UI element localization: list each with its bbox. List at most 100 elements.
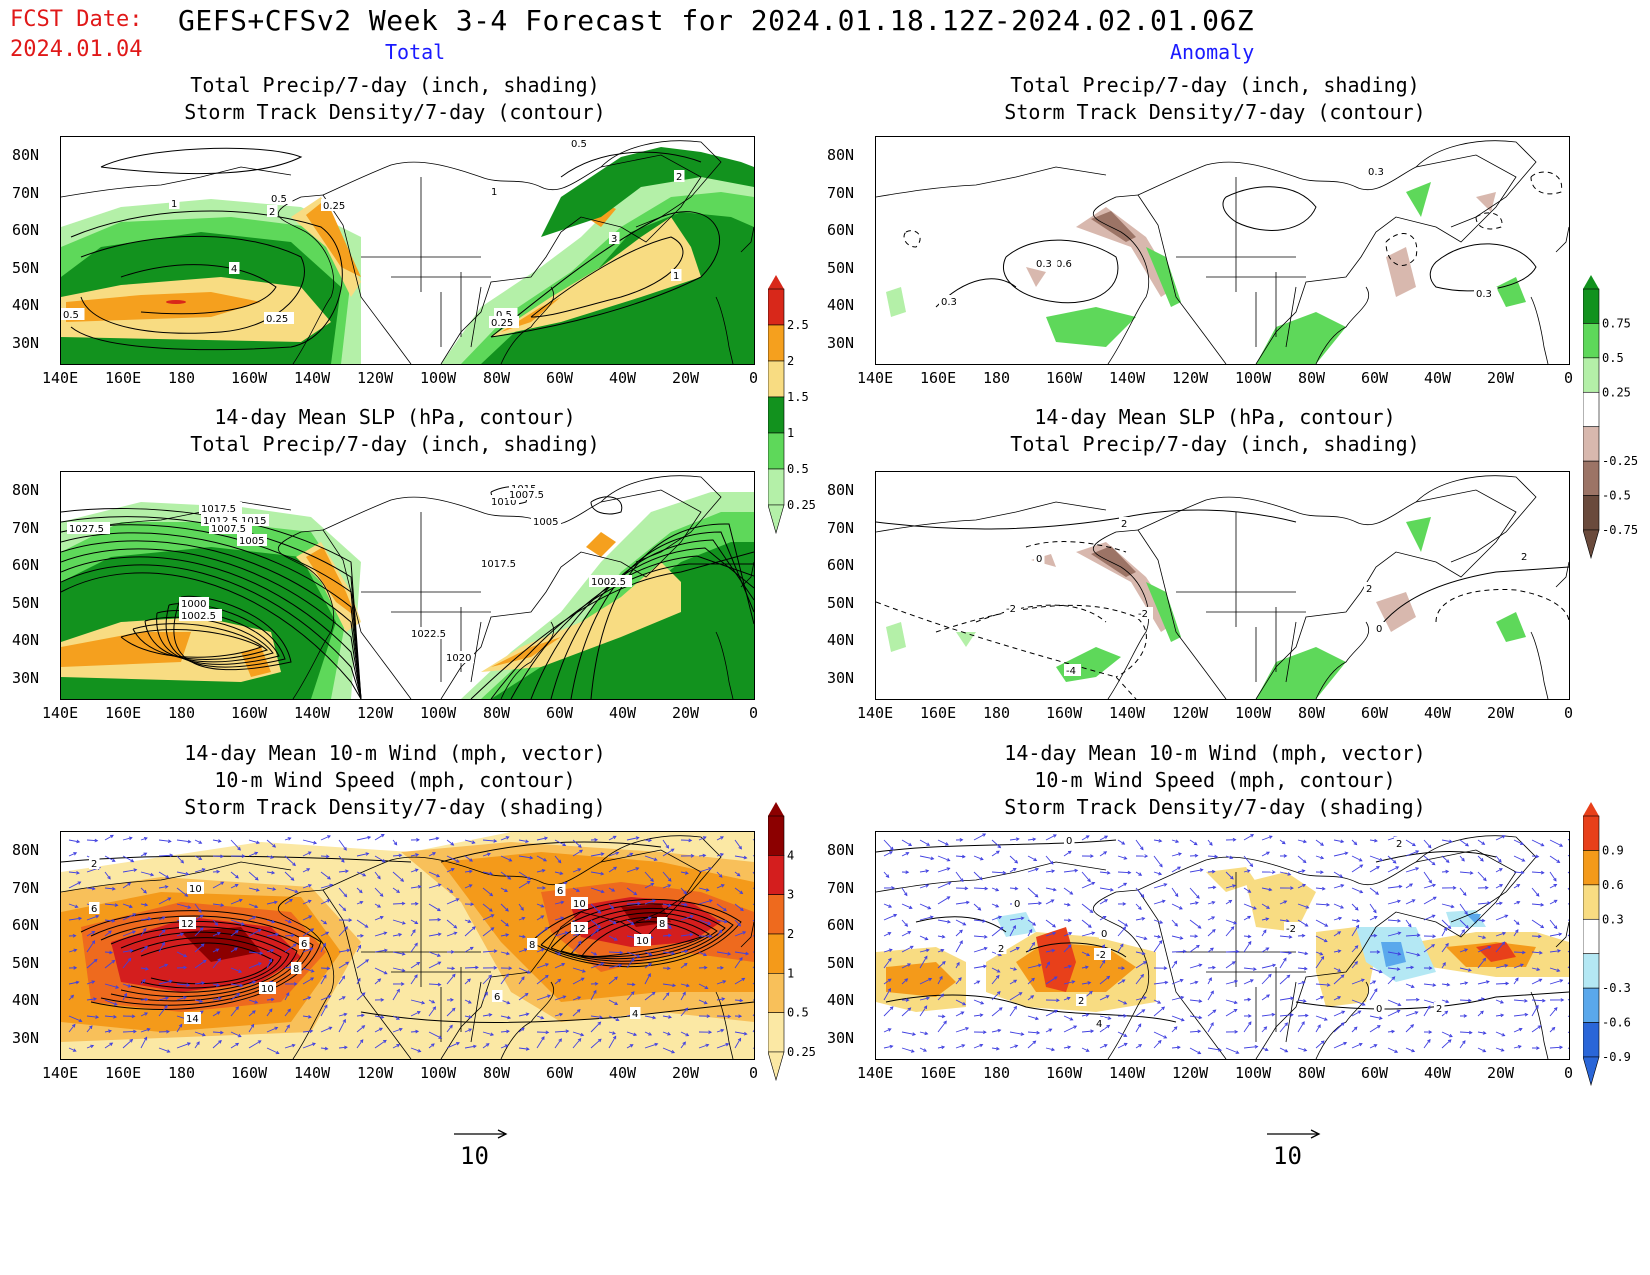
wind-vector xyxy=(1495,941,1505,953)
wind-vector-head xyxy=(268,958,273,963)
wind-vector xyxy=(536,837,548,841)
wind-vector xyxy=(1459,855,1465,862)
wind-vector-head xyxy=(1054,1009,1059,1014)
wind-vector xyxy=(1135,974,1144,985)
wind-vector-head xyxy=(488,1013,493,1017)
wind-vector xyxy=(1333,839,1344,843)
wind-vector-head xyxy=(982,833,987,837)
wind-vector xyxy=(140,837,148,841)
lon-tick-label: 140E xyxy=(857,369,894,387)
wind-vector-head xyxy=(234,930,239,934)
wind-vector xyxy=(1531,903,1544,906)
colorbar-label: 0.25 xyxy=(787,1045,816,1059)
column-title-total: Total xyxy=(385,40,446,64)
wind-vector-head xyxy=(671,1050,676,1054)
wind-vector xyxy=(1279,997,1294,1001)
isobar xyxy=(61,540,362,699)
wind-vector xyxy=(104,930,112,937)
wind-vector-head xyxy=(600,852,605,856)
wind-vector xyxy=(428,961,441,969)
wind-vector-head xyxy=(95,914,100,919)
precip-shading-coast-orange xyxy=(306,199,361,277)
wind-vector-head xyxy=(1218,1047,1222,1052)
wind-vector xyxy=(644,899,656,905)
wind-speed-contour xyxy=(560,912,718,960)
lat-tick-label: 80N xyxy=(827,481,855,499)
coastline-segment xyxy=(277,194,412,364)
wind-vector xyxy=(122,1030,136,1033)
vector-reference-arrow xyxy=(1267,1129,1321,1139)
wind-vector xyxy=(392,951,405,955)
wind-vector xyxy=(1261,1013,1275,1017)
wind-vector-head xyxy=(1361,1002,1366,1006)
wind-vector xyxy=(1567,998,1569,1001)
lat-tick-label: 30N xyxy=(827,668,855,687)
wind-vector xyxy=(1027,977,1035,985)
contour-label-bg xyxy=(179,597,209,609)
wind-vector xyxy=(248,903,258,908)
lon-tick-label: 120W xyxy=(357,369,394,387)
wind-vector xyxy=(1369,887,1379,895)
wind-vector xyxy=(752,982,754,985)
wind-vector xyxy=(1495,982,1509,985)
wind-vector xyxy=(464,1045,477,1049)
wind-vector xyxy=(1279,974,1290,985)
lon-tick-label: 100W xyxy=(1235,1064,1272,1082)
wind-vector-head xyxy=(611,888,616,892)
wind-vector xyxy=(1351,979,1365,985)
wind-vector xyxy=(1387,967,1400,970)
wind-vector xyxy=(230,899,243,905)
lon-tick-label: 60W xyxy=(1361,704,1389,722)
wind-vector-head xyxy=(1283,900,1288,904)
wind-vector xyxy=(284,943,297,953)
precip-anom-shading-negative xyxy=(1476,192,1496,212)
wind-vector xyxy=(482,839,497,842)
wind-vector-head xyxy=(1284,1048,1289,1053)
wind-vector-head xyxy=(1073,1025,1078,1029)
lon-tick-label: 140E xyxy=(857,1064,894,1082)
wind-vector xyxy=(1009,917,1024,921)
wind-vector xyxy=(955,999,966,1006)
wind-vector xyxy=(590,903,601,914)
wind-vector-head xyxy=(1211,900,1216,905)
wind-vector xyxy=(1441,903,1454,908)
wind-vector xyxy=(1405,850,1419,857)
wind-vector xyxy=(500,1015,511,1019)
lon-tick-label: 120W xyxy=(1172,1064,1209,1082)
contour-label-bg xyxy=(187,882,204,894)
wind-vector xyxy=(266,871,275,874)
wind-vector-head xyxy=(1411,1048,1416,1053)
contour-label: 0.6 xyxy=(1056,259,1072,270)
wind-vector xyxy=(734,999,743,1002)
colorbar-top-arrow xyxy=(1583,802,1599,816)
wind-vector xyxy=(1351,839,1357,845)
wind-vector xyxy=(554,839,566,846)
wind-vector-head xyxy=(123,992,127,997)
wind-vector xyxy=(194,1041,200,1049)
wind-vector-head xyxy=(472,1044,477,1049)
wind-vector xyxy=(302,900,312,905)
wind-vector-head xyxy=(1480,858,1484,862)
wind-vector-head xyxy=(234,884,239,888)
wind-vector-head xyxy=(557,951,562,956)
wind-vector xyxy=(1261,929,1267,937)
wind-vector xyxy=(1405,839,1416,846)
wind-vector-head xyxy=(292,862,296,867)
wind-vector xyxy=(1441,943,1449,953)
wind-vector xyxy=(1135,935,1147,940)
coastline xyxy=(61,140,754,364)
wind-vector xyxy=(212,1040,222,1049)
precip-anom-shading-positive xyxy=(956,632,976,647)
wind-vector xyxy=(284,1044,295,1049)
wind-vector-head xyxy=(1337,949,1342,953)
wind-vector xyxy=(1405,1047,1415,1052)
wind-vector-head xyxy=(1431,944,1436,948)
wind-vector-head xyxy=(254,904,259,909)
lon-tick-label: 160E xyxy=(920,1064,957,1082)
wind-vector xyxy=(284,934,294,937)
wind-vector-head xyxy=(1462,892,1467,896)
wind-vector-head xyxy=(559,871,564,876)
wind-vector-head xyxy=(619,950,624,955)
wind-vector xyxy=(1549,839,1563,847)
